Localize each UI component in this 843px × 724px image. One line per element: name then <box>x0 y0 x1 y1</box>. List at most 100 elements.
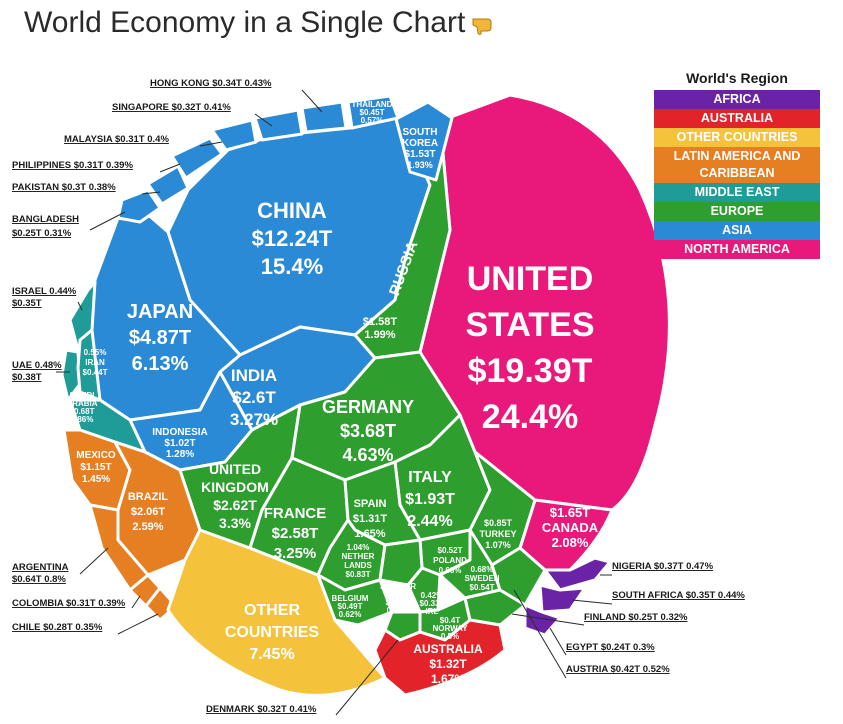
label-norway-0: $0.4T <box>440 616 461 625</box>
label-netherlands-3: $0.83T <box>346 570 371 579</box>
label-ireland-1: $0.33T <box>420 599 445 608</box>
callout-bangladesh2: $0.25T 0.31% <box>12 228 72 239</box>
label-switzerland-0: SWITZER <box>380 582 416 591</box>
label-sweden-1: SWEDEN <box>464 574 499 583</box>
label-japan-2: 6.13% <box>132 353 189 375</box>
label-germany-1: $3.68T <box>340 421 396 441</box>
label-switzerland-1: LAND <box>387 590 409 599</box>
label-india-2: 3.27% <box>230 410 278 429</box>
label-brazil-2: 2.59% <box>132 521 163 533</box>
legend-item-other-countries: OTHER COUNTRIES <box>654 128 820 147</box>
legend-item-europe: EUROPE <box>654 202 820 221</box>
label-russia_values-0: $1.58T <box>363 316 398 328</box>
label-netherlands-0: 1.04% <box>347 543 370 552</box>
label-poland-0: $0.52T <box>438 546 463 555</box>
label-korea-0: SOUTH <box>403 127 438 138</box>
label-uk-3: 3.3% <box>219 515 251 531</box>
leader-line-finland <box>511 613 585 626</box>
cell-australia <box>373 618 507 697</box>
leader-line-malaysia <box>199 141 223 147</box>
label-china-0: CHINA <box>257 198 327 223</box>
label-mexico-0: MEXICO <box>76 450 116 461</box>
label-switzerland-2: $0.68T <box>386 598 411 607</box>
label-turkey-1: TURKEY <box>479 529 516 539</box>
label-italy-1: $1.93T <box>405 491 455 508</box>
callout-argentina1: ARGENTINA <box>12 562 69 573</box>
label-australia-1: $1.32T <box>429 657 467 671</box>
leader-line-pakistan <box>141 191 161 195</box>
cell-switzerland <box>378 538 424 587</box>
callout-colombia: COLOMBIA $0.31T 0.39% <box>12 598 126 609</box>
label-thailand-1: $0.45T <box>360 108 385 117</box>
label-italy-0: ITALY <box>408 469 452 486</box>
label-belgium-2: 0.62% <box>339 610 362 619</box>
label-italy-2: 2.44% <box>407 513 452 530</box>
label-germany-2: 4.63% <box>342 445 393 465</box>
label-other-0: OTHER <box>244 602 300 619</box>
leader-line-bangladesh1 <box>89 211 126 231</box>
label-spain-0: SPAIN <box>354 498 387 510</box>
callout-argentina2: $0.64T 0.8% <box>12 574 66 585</box>
leader-line-singapore <box>254 113 273 127</box>
label-us-3: 24.4% <box>482 398 578 436</box>
label-norway-1: NORWAY <box>432 624 468 633</box>
label-indonesia-2: 1.28% <box>166 449 194 460</box>
label-sweden-0: 0.68% <box>471 565 494 574</box>
label-mexico-2: 1.45% <box>82 474 110 485</box>
cell-austria <box>490 546 547 607</box>
label-indonesia-0: INDONESIA <box>152 427 208 438</box>
cell-united-states <box>418 93 671 512</box>
label-india-1: $2.6T <box>232 388 276 407</box>
cell-thailand <box>346 94 400 130</box>
label-uk-0: UNITED <box>209 461 261 477</box>
label-brazil-1: $2.06T <box>131 506 166 518</box>
label-us-0: UNITED <box>467 260 594 298</box>
label-india-0: INDIA <box>231 366 277 385</box>
label-belgium-1: $0.49T <box>338 602 363 611</box>
label-turkey-0: $0.85T <box>484 518 513 528</box>
callout-malaysia: MALAYSIA $0.31T 0.4% <box>64 134 169 145</box>
callout-israel1: ISRAEL 0.44% <box>12 286 77 297</box>
callout-southafrica: SOUTH AFRICA $0.35T 0.44% <box>612 590 745 601</box>
label-spain-2: 1.65% <box>354 528 385 540</box>
legend-title: World's Region <box>686 70 788 86</box>
label-turkey-2: 1.07% <box>485 540 511 550</box>
label-uk-1: KINGDOM <box>201 479 269 495</box>
callout-chile: CHILE $0.28T 0.35% <box>12 622 103 633</box>
label-poland-2: 0.66% <box>439 566 462 575</box>
pointing-hand-icon <box>472 18 492 35</box>
callout-uae2: $0.38T <box>12 372 42 383</box>
callout-philippines: PHILIPPINES $0.31T 0.39% <box>12 160 133 171</box>
label-china-1: $12.24T <box>252 226 333 251</box>
chart-title-text: World Economy in a Single Chart <box>24 6 466 39</box>
callout-pakistan: PAKISTAN $0.3T 0.38% <box>12 182 116 193</box>
leader-line-philippines <box>159 163 181 173</box>
label-japan-1: $4.87T <box>129 327 191 349</box>
label-iran-1: IRAN <box>85 358 105 367</box>
leader-line-austria <box>513 589 567 679</box>
label-france-0: FRANCE <box>264 505 327 522</box>
label-france-1: $2.58T <box>272 525 319 542</box>
leader-line-hongkong <box>301 89 323 113</box>
label-netherlands-1: NETHER <box>342 552 375 561</box>
cell-iran <box>76 328 102 402</box>
label-canada-2: 2.08% <box>552 535 589 550</box>
legend-item-latin-america-and-caribbean: LATIN AMERICA AND CARIBBEAN <box>654 147 820 183</box>
label-saudi-3: 0.86% <box>71 415 94 424</box>
label-france-2: 3.25% <box>274 545 317 562</box>
label-switzerland-3: 0.85% <box>387 606 410 615</box>
label-us-1: STATES <box>465 306 594 344</box>
label-canada-1: CANADA <box>542 520 599 535</box>
label-ireland-2: IRL <box>426 607 439 616</box>
leader-line-southafrica <box>571 599 613 605</box>
leader-line-israel1 <box>77 301 83 311</box>
cell-singapore <box>253 108 304 142</box>
label-indonesia-1: $1.02T <box>164 438 195 449</box>
label-mexico-1: $1.15T <box>80 462 111 473</box>
label-australia-2: 1.67% <box>431 672 465 686</box>
cell-russia <box>353 114 452 360</box>
callout-lines <box>56 89 613 716</box>
label-china-2: 15.4% <box>261 254 323 279</box>
label-other-2: 7.45% <box>249 646 294 663</box>
